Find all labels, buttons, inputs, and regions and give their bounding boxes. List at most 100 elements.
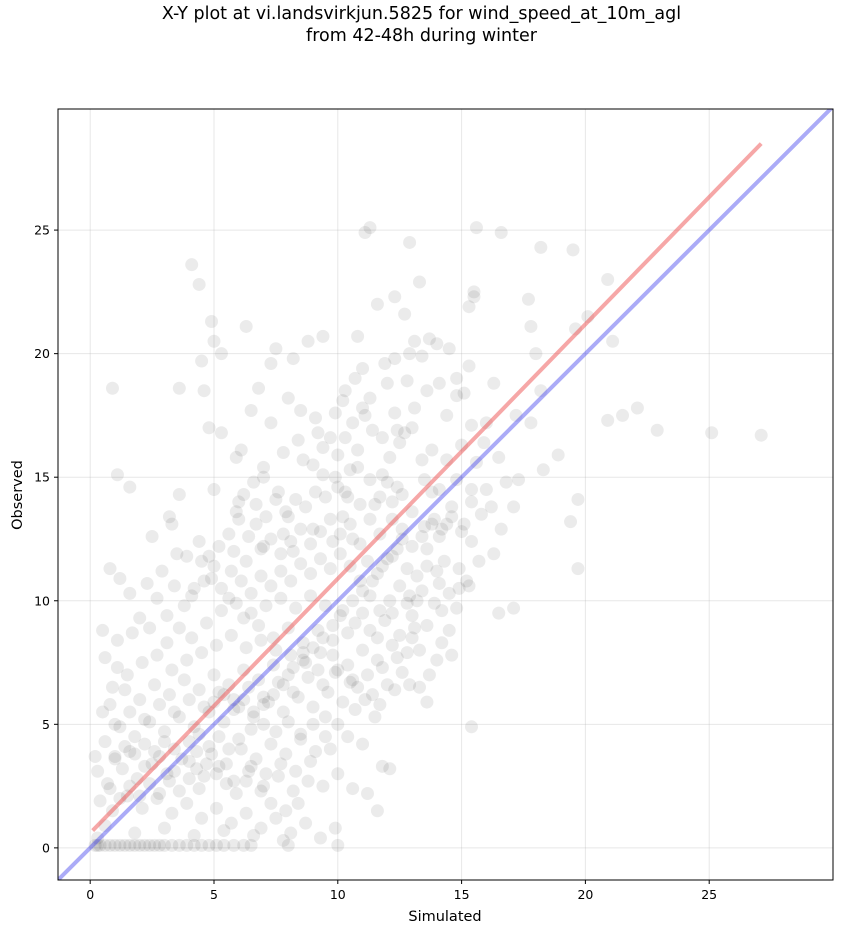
data-point [200,757,214,771]
data-point [214,426,228,440]
x-tick-label: 0 [86,887,94,902]
data-point [316,631,330,645]
data-point [138,712,152,726]
data-point [96,705,110,719]
data-point [296,453,310,467]
data-point [395,488,409,501]
data-point [192,277,206,291]
data-point [316,678,330,692]
data-point [207,559,221,573]
data-point [133,838,147,852]
data-point [180,838,194,852]
data-point [110,660,124,674]
data-point [363,623,377,637]
data-point [356,737,370,751]
data-point [207,483,221,497]
data-point [257,460,271,474]
data-point [289,601,303,615]
data-point [338,485,352,499]
data-point [192,534,206,548]
data-point [385,606,399,620]
data-point [91,831,105,845]
data-point [346,594,360,608]
data-point [128,826,142,840]
data-point [326,534,340,548]
data-point [343,517,357,531]
data-point [234,443,248,457]
y-axis-label: Observed [10,460,26,530]
data-point [405,609,419,623]
data-point [229,787,243,801]
data-point [336,604,350,618]
data-point [172,784,186,798]
data-point [462,300,476,314]
data-point [417,520,431,534]
data-point [232,700,246,714]
data-point [192,683,206,697]
data-point [442,342,456,356]
data-point [182,735,196,749]
data-point [408,401,422,415]
data-point [361,787,375,801]
data-point [430,564,444,578]
data-point [108,838,122,852]
data-point [257,717,271,731]
data-point [457,517,471,531]
data-point [160,636,174,650]
data-point [98,735,112,749]
data-point [157,735,171,749]
data-point [284,534,298,548]
data-point [373,698,387,712]
data-point [388,352,402,366]
data-point [313,646,327,660]
data-point [408,334,422,348]
data-point [413,680,427,694]
data-point [306,641,320,655]
data-point [217,715,231,729]
x-tick-label: 25 [701,887,717,902]
data-point [383,594,397,608]
data-point [328,406,342,420]
data-point [375,759,389,773]
data-point [93,838,107,852]
data-point [705,426,719,440]
data-point [499,475,513,489]
data-point [365,574,379,588]
data-point [521,292,535,306]
data-point [408,621,422,635]
data-point [232,495,246,509]
data-point [427,596,441,610]
data-point [108,749,122,763]
data-point [167,579,181,593]
data-point [435,636,449,650]
data-point [464,483,478,497]
data-point [202,421,216,435]
data-point [309,745,323,758]
data-point [182,693,196,707]
data-point [432,483,446,497]
data-point [234,574,248,588]
data-point [266,658,280,672]
data-point [400,374,414,388]
data-point [353,497,367,511]
data-point [264,532,278,546]
data-point [279,747,293,761]
data-point [487,547,501,561]
data-point [375,660,389,674]
data-point [348,702,362,716]
y-tick-label: 10 [34,593,50,608]
data-point [96,623,110,637]
data-point [445,500,459,514]
data-point [98,651,112,665]
data-point [385,549,399,563]
data-point [180,653,194,667]
data-point [306,458,320,472]
data-point [291,796,305,810]
data-point [207,668,221,682]
data-point [390,423,404,437]
data-point [616,408,630,422]
data-point [326,618,340,632]
data-point [155,564,169,578]
data-point [239,641,253,655]
data-point [227,693,241,707]
